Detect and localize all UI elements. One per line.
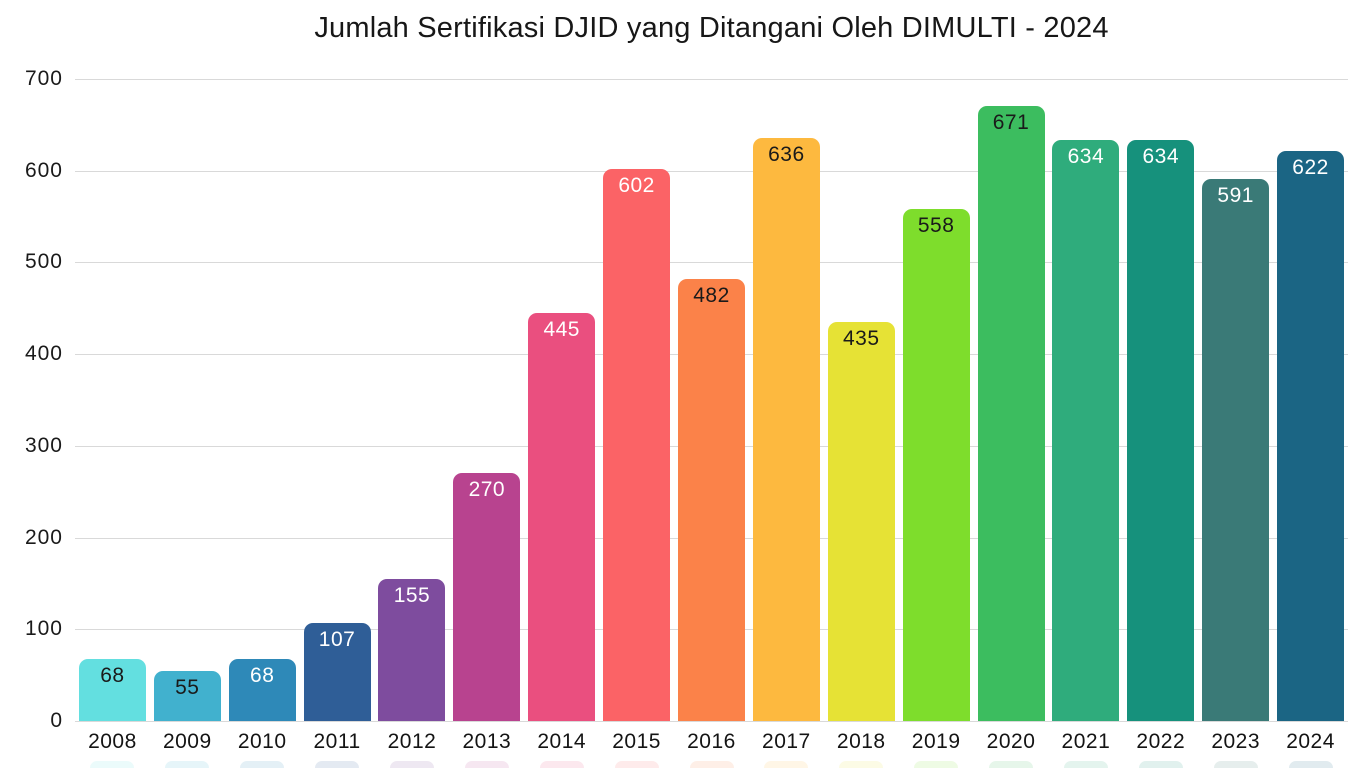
- bar-reflection-2023: [1213, 761, 1258, 768]
- x-tick-label-2018: 2018: [836, 730, 886, 753]
- bar-2013: 270: [453, 473, 521, 721]
- chart-title: Jumlah Sertifikasi DJID yang Ditangani O…: [314, 12, 1109, 44]
- y-tick-label-200: 200: [24, 525, 63, 549]
- y-tick-label-500: 500: [24, 250, 63, 274]
- y-tick-label-300: 300: [24, 433, 63, 457]
- bar-2012: 155: [378, 578, 446, 721]
- bar-value-label-2019: 558: [917, 214, 955, 238]
- bar-2017: 636: [752, 137, 820, 721]
- x-tick-label-2012: 2012: [387, 730, 437, 753]
- x-tick-label-2014: 2014: [537, 730, 587, 753]
- x-tick-label-2009: 2009: [162, 730, 212, 753]
- bar-value-label-2008: 68: [100, 663, 125, 687]
- bar-value-label-2024: 622: [1292, 155, 1329, 179]
- bar-value-label-2011: 107: [318, 627, 356, 651]
- gridline-y600: [75, 170, 1348, 172]
- y-tick-label-0: 0: [50, 709, 63, 732]
- x-tick-label-2013: 2013: [462, 730, 512, 753]
- bar-value-label-2009: 55: [175, 675, 200, 699]
- bar-2021: 634: [1052, 139, 1120, 721]
- x-tick-label-2016: 2016: [687, 730, 736, 753]
- bar-2022: 634: [1127, 139, 1195, 721]
- x-tick-label-2011: 2011: [313, 730, 361, 753]
- bar-reflection-2011: [315, 761, 360, 768]
- x-tick-label-2023: 2023: [1211, 730, 1261, 753]
- bar-reflection-2009: [165, 761, 210, 768]
- x-tick-label-2010: 2010: [237, 730, 287, 753]
- bar-value-label-2018: 435: [842, 327, 880, 351]
- bar-value-label-2020: 671: [992, 110, 1030, 134]
- bar-2024: 622: [1277, 150, 1345, 721]
- bar-2008: 68: [78, 658, 146, 721]
- y-tick-label-600: 600: [24, 158, 63, 182]
- bar-reflection-2015: [614, 761, 659, 768]
- bar-value-label-2010: 68: [250, 663, 275, 687]
- bar-value-label-2014: 445: [543, 317, 580, 341]
- bar-reflection-2012: [389, 761, 434, 768]
- bar-reflection-2021: [1063, 761, 1108, 768]
- gridline-y0: [75, 721, 1348, 722]
- y-tick-label-400: 400: [24, 342, 63, 366]
- bar-2020: 671: [977, 105, 1045, 721]
- y-tick-label-700: 700: [24, 67, 63, 90]
- bar-2010: 68: [228, 658, 296, 721]
- bar-reflection-2022: [1138, 761, 1183, 768]
- bar-2015: 602: [603, 168, 671, 721]
- bar-value-label-2023: 591: [1217, 183, 1254, 207]
- x-tick-label-2022: 2022: [1136, 730, 1186, 753]
- x-tick-label-2021: 2021: [1061, 730, 1111, 753]
- bar-2023: 591: [1202, 178, 1270, 721]
- x-tick-label-2008: 2008: [88, 730, 137, 753]
- bar-value-label-2015: 602: [618, 173, 655, 197]
- x-tick-label-2024: 2024: [1286, 730, 1335, 753]
- bar-reflection-2008: [90, 761, 135, 768]
- bar-2019: 558: [902, 209, 970, 721]
- bar-reflection-2014: [539, 761, 584, 768]
- x-tick-label-2017: 2017: [762, 730, 811, 753]
- x-tick-label-2015: 2015: [612, 730, 661, 753]
- y-tick-label-100: 100: [24, 617, 63, 641]
- bar-2018: 435: [827, 322, 895, 721]
- bar-value-label-2012: 155: [393, 583, 431, 607]
- bar-reflection-2016: [689, 761, 734, 768]
- gridline-y700: [75, 79, 1348, 80]
- bar-2014: 445: [528, 312, 596, 721]
- bar-2009: 55: [153, 670, 221, 721]
- bar-reflection-2020: [989, 761, 1034, 768]
- bar-reflection-2018: [839, 761, 884, 768]
- gridline-y500: [75, 262, 1348, 264]
- bar-value-label-2021: 634: [1067, 144, 1105, 168]
- bar-reflection-2019: [914, 761, 959, 768]
- x-tick-label-2019: 2019: [911, 730, 961, 753]
- bar-value-label-2022: 634: [1142, 144, 1180, 168]
- x-tick-label-2020: 2020: [986, 730, 1036, 753]
- bar-reflection-2017: [764, 761, 809, 768]
- bar-2011: 107: [303, 622, 371, 721]
- bar-reflection-2010: [240, 761, 285, 768]
- bar-value-label-2017: 636: [768, 142, 805, 166]
- bar-value-label-2016: 482: [693, 283, 730, 307]
- bar-2016: 482: [678, 278, 745, 721]
- bar-reflection-2013: [464, 761, 509, 768]
- bar-reflection-2024: [1288, 761, 1333, 768]
- bar-value-label-2013: 270: [468, 478, 506, 502]
